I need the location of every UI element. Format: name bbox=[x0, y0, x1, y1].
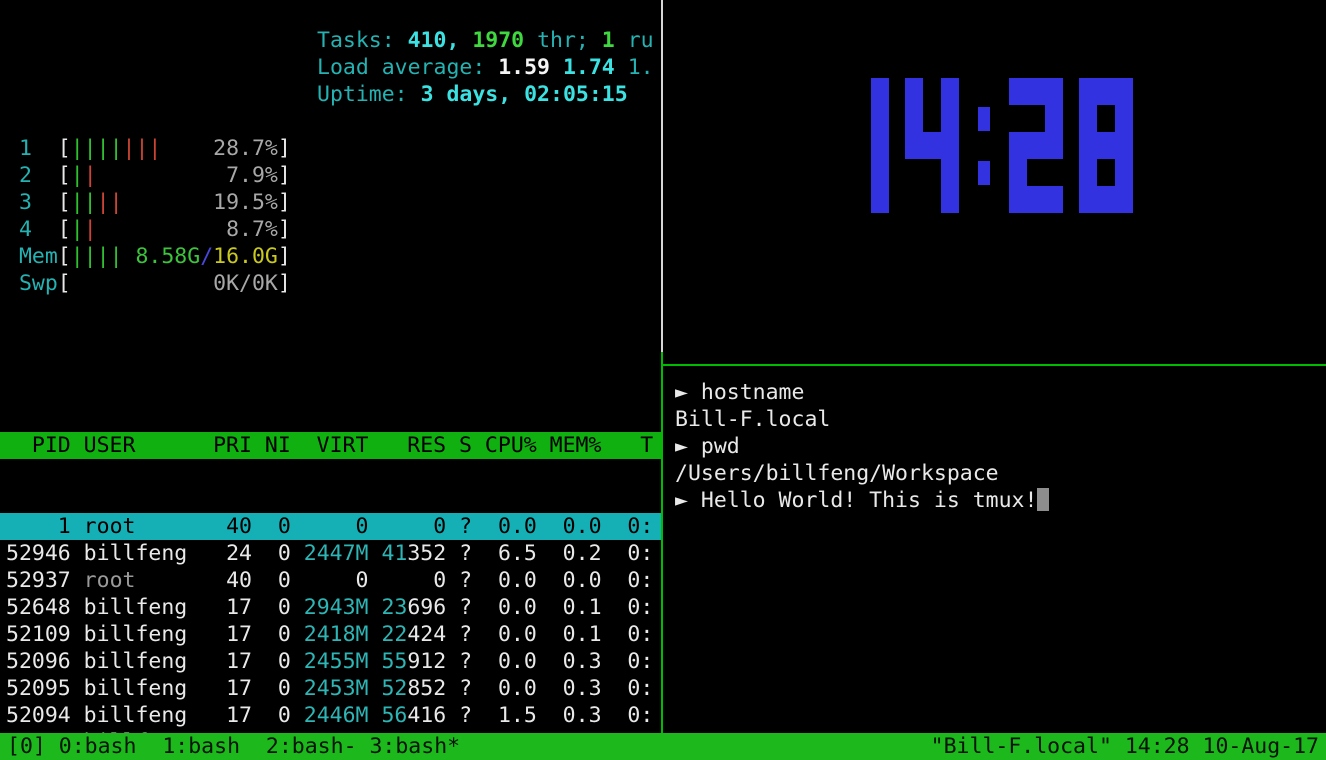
pane-border-horizontal-active[interactable] bbox=[663, 364, 1326, 366]
clock-pane bbox=[663, 0, 1326, 364]
terminal-command-line: ► Hello World! This is tmux! bbox=[675, 487, 1326, 514]
process-row-pid-52648[interactable]: 52648 billfeng 17 0 2943M 23696 ? 0.0 0.… bbox=[6, 595, 654, 620]
terminal-pane[interactable]: ► hostname Bill-F.local ► pwd/Users/billfe… bbox=[665, 367, 1326, 733]
terminal-command-line: ► hostname bbox=[675, 380, 805, 405]
tasks-line: Tasks: 410, 1970 thr; 1 ru bbox=[317, 28, 654, 53]
htop-summary: Tasks: 410, 1970 thr; 1 ru Load average: … bbox=[317, 27, 654, 108]
pane-border-vertical-active[interactable] bbox=[661, 352, 663, 733]
status-left: [0] 0:bash 1:bash 2:bash- 3:bash* bbox=[7, 733, 460, 760]
prompt-arrow-icon: ► bbox=[675, 434, 701, 459]
blank-row bbox=[0, 351, 661, 378]
terminal-output-line: Bill-F.local bbox=[675, 407, 831, 432]
clock-colon bbox=[975, 78, 993, 213]
htop-pane: 1 [||||||| 28.7%] 2 [|| 7.9%] 3 [|||| 19… bbox=[0, 0, 661, 733]
prompt-arrow-icon: ► bbox=[675, 380, 701, 405]
clock-digit-2 bbox=[1009, 78, 1063, 213]
pane-border-vertical[interactable] bbox=[661, 0, 663, 352]
meter-2: 2 [|| 7.9%] bbox=[6, 163, 291, 188]
cpu-memory-meters: 1 [||||||| 28.7%] 2 [|| 7.9%] 3 [|||| 19… bbox=[0, 135, 661, 297]
process-table-header[interactable]: PID USER PRI NI VIRT RES S CPU% MEM% T bbox=[0, 432, 661, 459]
process-row-pid-52094[interactable]: 52094 billfeng 17 0 2446M 56416 ? 1.5 0.… bbox=[6, 703, 654, 728]
tmux-status-bar: [0] 0:bash 1:bash 2:bash- 3:bash* "Bill-… bbox=[0, 733, 1326, 760]
meter-3: 3 [|||| 19.5%] bbox=[6, 190, 291, 215]
process-row-pid-52095[interactable]: 52095 billfeng 17 0 2453M 52852 ? 0.0 0.… bbox=[6, 676, 654, 701]
meter-mem: Mem[|||| 8.58G/16.0G] bbox=[6, 244, 291, 269]
tmux-window-3[interactable]: 3:bash* bbox=[369, 734, 461, 759]
process-row-pid-52946[interactable]: 52946 billfeng 24 0 2447M 41352 ? 6.5 0.… bbox=[6, 541, 654, 566]
clock-digit-4 bbox=[905, 78, 959, 213]
load-average-line: Load average: 1.59 1.74 1. bbox=[317, 55, 654, 80]
process-table: 1 root 40 0 0 0 ? 0.0 0.0 0: 52946 billfe… bbox=[0, 513, 661, 733]
terminal-command-line: ► pwd bbox=[675, 434, 740, 459]
process-row-pid-52937[interactable]: 52937 root 40 0 0 0 ? 0.0 0.0 0: bbox=[6, 568, 654, 593]
process-row-pid-52096[interactable]: 52096 billfeng 17 0 2455M 55912 ? 0.0 0.… bbox=[6, 649, 654, 674]
process-row-pid-52092[interactable]: 52092 billfeng 17 0 2439M 26172 ? 1.3 0.… bbox=[0, 729, 661, 733]
cursor-block bbox=[1037, 488, 1050, 511]
terminal-output-line: /Users/billfeng/Workspace bbox=[675, 461, 999, 486]
prompt-arrow-icon: ► bbox=[675, 488, 701, 513]
meter-swp: Swp[ 0K/0K] bbox=[6, 271, 291, 296]
tmux-window-0[interactable]: 0:bash bbox=[58, 734, 150, 759]
process-row-pid-1[interactable]: 1 root 40 0 0 0 ? 0.0 0.0 0: bbox=[0, 513, 661, 540]
clock-digit-1 bbox=[835, 78, 889, 213]
tmux-window-1[interactable]: 1:bash bbox=[162, 734, 253, 759]
meter-1: 1 [||||||| 28.7%] bbox=[6, 136, 291, 161]
meter-4: 4 [|| 8.7%] bbox=[6, 217, 291, 242]
window-list: 0:bash 1:bash 2:bash- 3:bash* bbox=[59, 734, 460, 759]
session-indicator: [0] bbox=[7, 734, 59, 759]
clock-digit-8 bbox=[1079, 78, 1133, 213]
status-right: "Bill-F.local" 14:28 10-Aug-17 bbox=[930, 734, 1319, 759]
uptime-line: Uptime: 3 days, 02:05:15 bbox=[317, 82, 628, 107]
clock-display bbox=[835, 78, 1133, 213]
process-row-pid-52109[interactable]: 52109 billfeng 17 0 2418M 22424 ? 0.0 0.… bbox=[6, 622, 654, 647]
tmux-window-2[interactable]: 2:bash- bbox=[265, 734, 357, 759]
